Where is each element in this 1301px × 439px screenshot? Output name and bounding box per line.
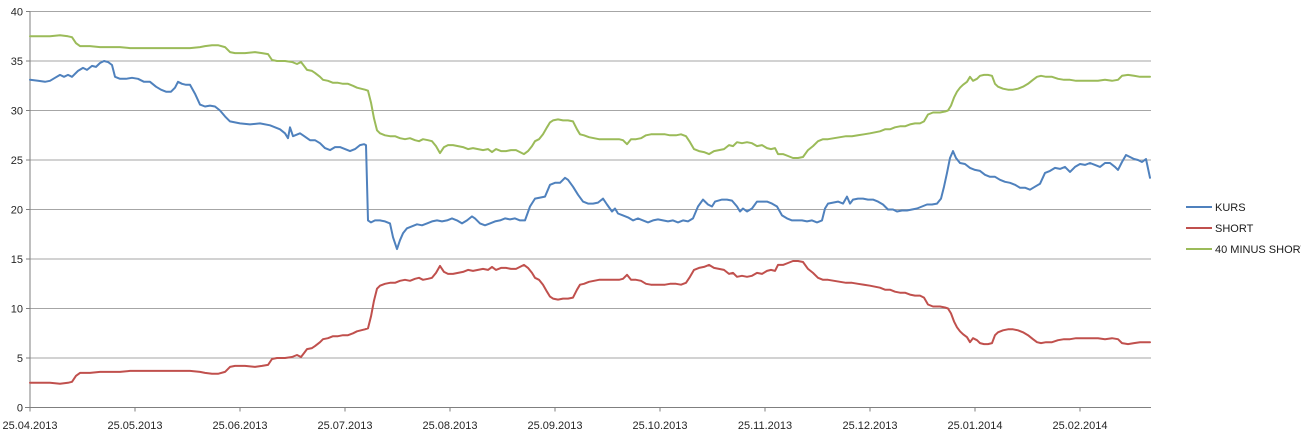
y-axis-label: 5 [17,353,23,365]
gridlines [30,11,1151,359]
y-axis-label: 35 [11,56,23,68]
legend-item-short[interactable]: SHORT [1186,223,1254,235]
x-axis-label: 25.01.2014 [947,420,1002,432]
x-axis-label: 25.02.2014 [1052,420,1107,432]
x-axis-label: 25.04.2013 [2,420,57,432]
y-axis-label: 40 [11,7,23,19]
y-axis-label: 20 [11,205,23,217]
legend-item-label: 40 MINUS SHORT [1215,244,1301,256]
y-axis-label: 15 [11,254,23,266]
x-axis-label: 25.07.2013 [317,420,372,432]
legend-item-label: KURS [1215,202,1246,214]
x-axis-label: 25.05.2013 [107,420,162,432]
y-axis-label: 0 [17,403,23,415]
series-line-short[interactable] [29,260,1151,385]
x-axis-label: 25.12.2013 [842,420,897,432]
y-axis-label: 10 [11,304,23,316]
legend-item-40-minus-short[interactable]: 40 MINUS SHORT [1186,244,1301,256]
axes: 0 5 10 15 20 25 30 35 40 25.04.2013 25.05.2013 25.0… [2,7,1151,432]
series-line-kurs[interactable] [29,60,1151,251]
x-axis-label: 25.09.2013 [527,420,582,432]
legend: KURS SHORT 40 MINUS SHORT [1186,202,1301,256]
x-axis-label: 25.08.2013 [422,420,477,432]
legend-item-label: SHORT [1215,223,1254,235]
x-axis-label: 25.11.2013 [738,420,792,432]
x-axis-label: 25.06.2013 [212,420,267,432]
x-axis-label: 25.10.2013 [632,420,687,432]
y-axis-label: 25 [11,155,23,167]
y-axis-label: 30 [11,106,23,118]
series-line-40-minus-short[interactable] [29,34,1151,159]
legend-item-kurs[interactable]: KURS [1186,202,1246,214]
